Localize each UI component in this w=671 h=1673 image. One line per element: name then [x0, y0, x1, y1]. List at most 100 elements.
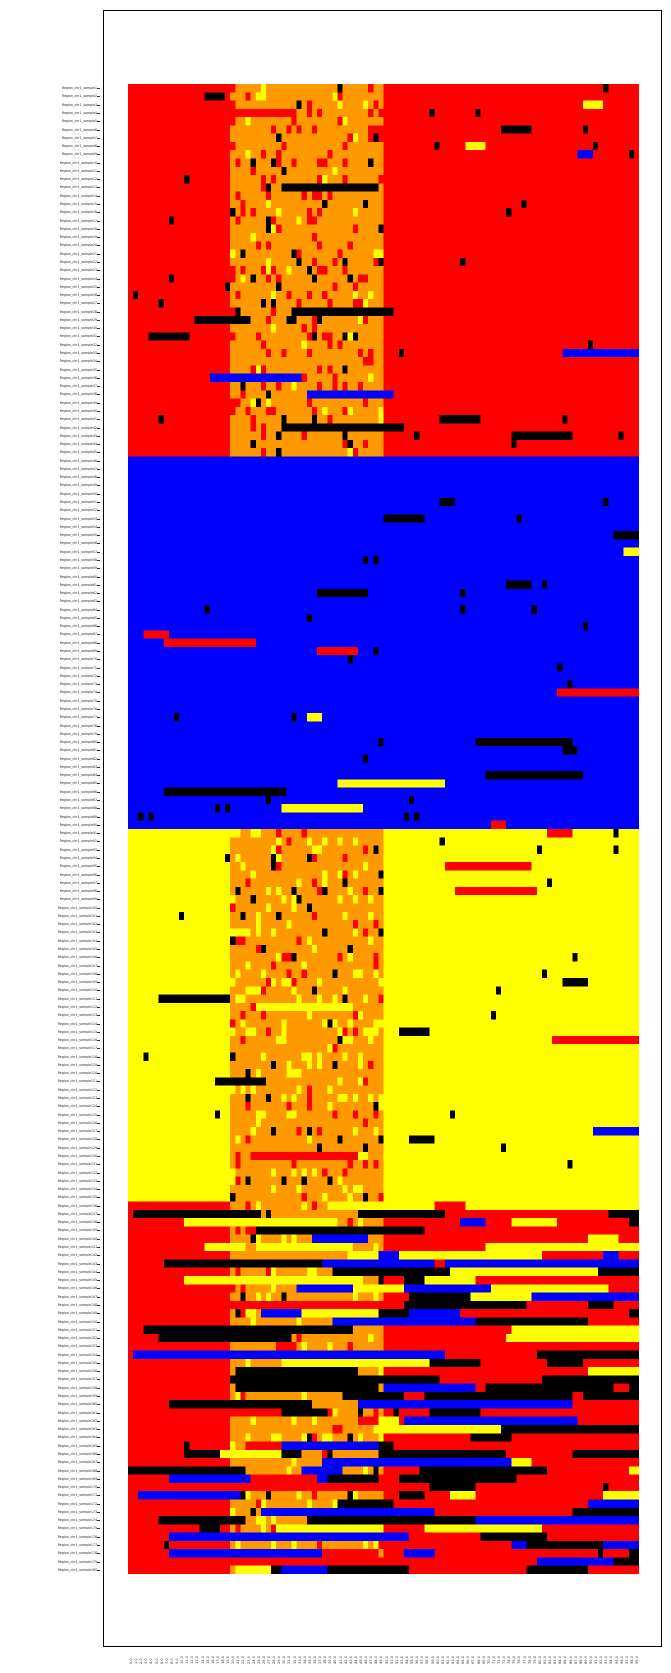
y-tick [97, 1420, 100, 1422]
x-tick-label: 32.0 [292, 1655, 297, 1664]
x-tick-label: 4.0 [149, 1658, 154, 1664]
x-tick-label: 87.0 [573, 1655, 578, 1664]
y-tick-label: Region_chr1_sample18 [59, 226, 97, 231]
x-tick-label: 36.0 [313, 1655, 317, 1664]
y-tick-label: Region_chr1_sample95 [59, 864, 97, 869]
y-tick-label: Region_chr1_sample42 [59, 425, 97, 430]
x-tick-label: 78.0 [527, 1655, 532, 1664]
x-tick-label: 86.0 [568, 1655, 573, 1664]
y-tick-label: Region_chr1_sample134 [57, 1187, 97, 1192]
y-tick [97, 245, 100, 246]
y-tick [97, 733, 100, 735]
y-tick [97, 220, 100, 222]
y-tick [97, 1006, 100, 1008]
y-tick-label: Region_chr1_sample149 [57, 1311, 97, 1316]
y-tick [97, 1495, 100, 1496]
y-tick [97, 112, 100, 114]
y-tick [97, 957, 100, 958]
y-tick-label: Region_chr1_sample161 [57, 1410, 97, 1415]
y-tick [97, 1470, 100, 1472]
y-tick-label: Region_chr1_sample62 [59, 591, 97, 596]
y-tick-label: Region_chr1_sample90 [59, 822, 97, 827]
y-tick-label: Region_chr1_sample60 [59, 574, 97, 579]
y-tick [97, 1089, 100, 1091]
y-tick [97, 377, 100, 379]
y-tick [97, 551, 100, 553]
y-tick [97, 982, 100, 983]
y-tick-label: Region_chr1_sample5 [61, 119, 97, 124]
y-tick-label: Region_chr1_sample166 [57, 1451, 97, 1456]
y-tick [97, 717, 100, 718]
y-tick [97, 195, 100, 197]
y-tick [97, 1362, 100, 1364]
y-tick-label: Region_chr1_sample33 [59, 351, 97, 356]
y-tick [97, 179, 100, 180]
y-tick [97, 949, 100, 950]
x-tick-label: 17.0 [215, 1655, 220, 1664]
x-tick-label: 47.0 [369, 1655, 374, 1664]
y-tick-label: Region_chr1_sample130 [57, 1153, 97, 1158]
x-tick-label: 3.0 [144, 1658, 149, 1664]
y-tick-label: Region_chr1_sample175 [57, 1526, 97, 1531]
y-tick-label: Region_chr1_sample3 [61, 102, 97, 107]
y-tick-label: Region_chr1_sample113 [57, 1013, 97, 1018]
y-tick [97, 775, 100, 776]
y-tick-label: Region_chr1_sample6 [61, 127, 97, 132]
y-tick [97, 1511, 100, 1513]
y-tick [97, 1271, 100, 1273]
y-tick [97, 1122, 100, 1124]
y-tick [97, 700, 100, 702]
x-tick-label: 55.0 [410, 1655, 415, 1664]
x-tick-label: 62.0 [445, 1655, 450, 1664]
x-tick-label: 84.0 [558, 1655, 563, 1664]
y-tick-label: Region_chr1_sample82 [59, 756, 97, 761]
y-tick-label: Region_chr1_sample59 [59, 566, 97, 571]
y-tick-label: Region_chr1_sample7 [61, 135, 97, 140]
y-tick [97, 1280, 100, 1281]
y-tick [97, 1412, 100, 1414]
x-tick-label: 45.0 [359, 1655, 363, 1664]
y-tick-label: Region_chr1_sample21 [59, 251, 97, 256]
y-tick [97, 783, 100, 785]
x-tick-label: 8.0 [169, 1658, 174, 1664]
y-tick [97, 684, 100, 685]
y-tick [97, 543, 100, 544]
x-tick-label: 94.0 [609, 1655, 614, 1664]
y-tick [97, 96, 100, 97]
y-tick [97, 1230, 100, 1232]
y-tick [97, 866, 100, 867]
y-tick [97, 336, 100, 338]
x-tick-label: 58.0 [425, 1655, 430, 1664]
y-tick-label: Region_chr1_sample77 [59, 715, 97, 720]
y-tick-label: Region_chr1_sample40 [59, 408, 97, 413]
x-tick-label: 77.0 [522, 1655, 527, 1664]
x-tick-label: 39.0 [328, 1655, 333, 1664]
y-tick [97, 617, 100, 619]
y-tick-label: Region_chr1_sample2 [61, 94, 97, 99]
y-tick-label: Region_chr1_sample19 [59, 235, 97, 240]
x-tick-label: 91.0 [594, 1655, 599, 1664]
y-tick-label: Region_chr1_sample91 [59, 831, 97, 836]
x-tick-label: 30.0 [282, 1655, 287, 1664]
y-tick-label: Region_chr1_sample155 [57, 1360, 97, 1365]
y-tick-label: Region_chr1_sample101 [57, 913, 97, 918]
y-tick-label: Region_chr1_sample150 [57, 1319, 97, 1324]
y-tick [97, 1131, 100, 1132]
y-tick-label: Region_chr1_sample45 [59, 450, 97, 455]
y-tick [97, 973, 100, 975]
x-tick-label: 43.0 [348, 1655, 353, 1664]
y-tick-label: Region_chr1_sample136 [57, 1203, 97, 1208]
y-tick [97, 1288, 100, 1289]
y-tick [97, 228, 100, 230]
x-tick-label: 46.0 [364, 1655, 369, 1664]
x-tick-label: 38.0 [323, 1655, 328, 1664]
y-tick-label: Region_chr1_sample72 [59, 673, 97, 678]
y-tick-label: Region_chr1_sample67 [59, 632, 97, 637]
y-tick-label: Region_chr1_sample142 [57, 1253, 97, 1258]
y-tick-label: Region_chr1_sample28 [59, 309, 97, 314]
y-tick [97, 535, 100, 536]
y-tick-label: Region_chr1_sample156 [57, 1369, 97, 1374]
y-tick [97, 1503, 100, 1505]
y-tick-label: Region_chr1_sample109 [57, 980, 97, 985]
